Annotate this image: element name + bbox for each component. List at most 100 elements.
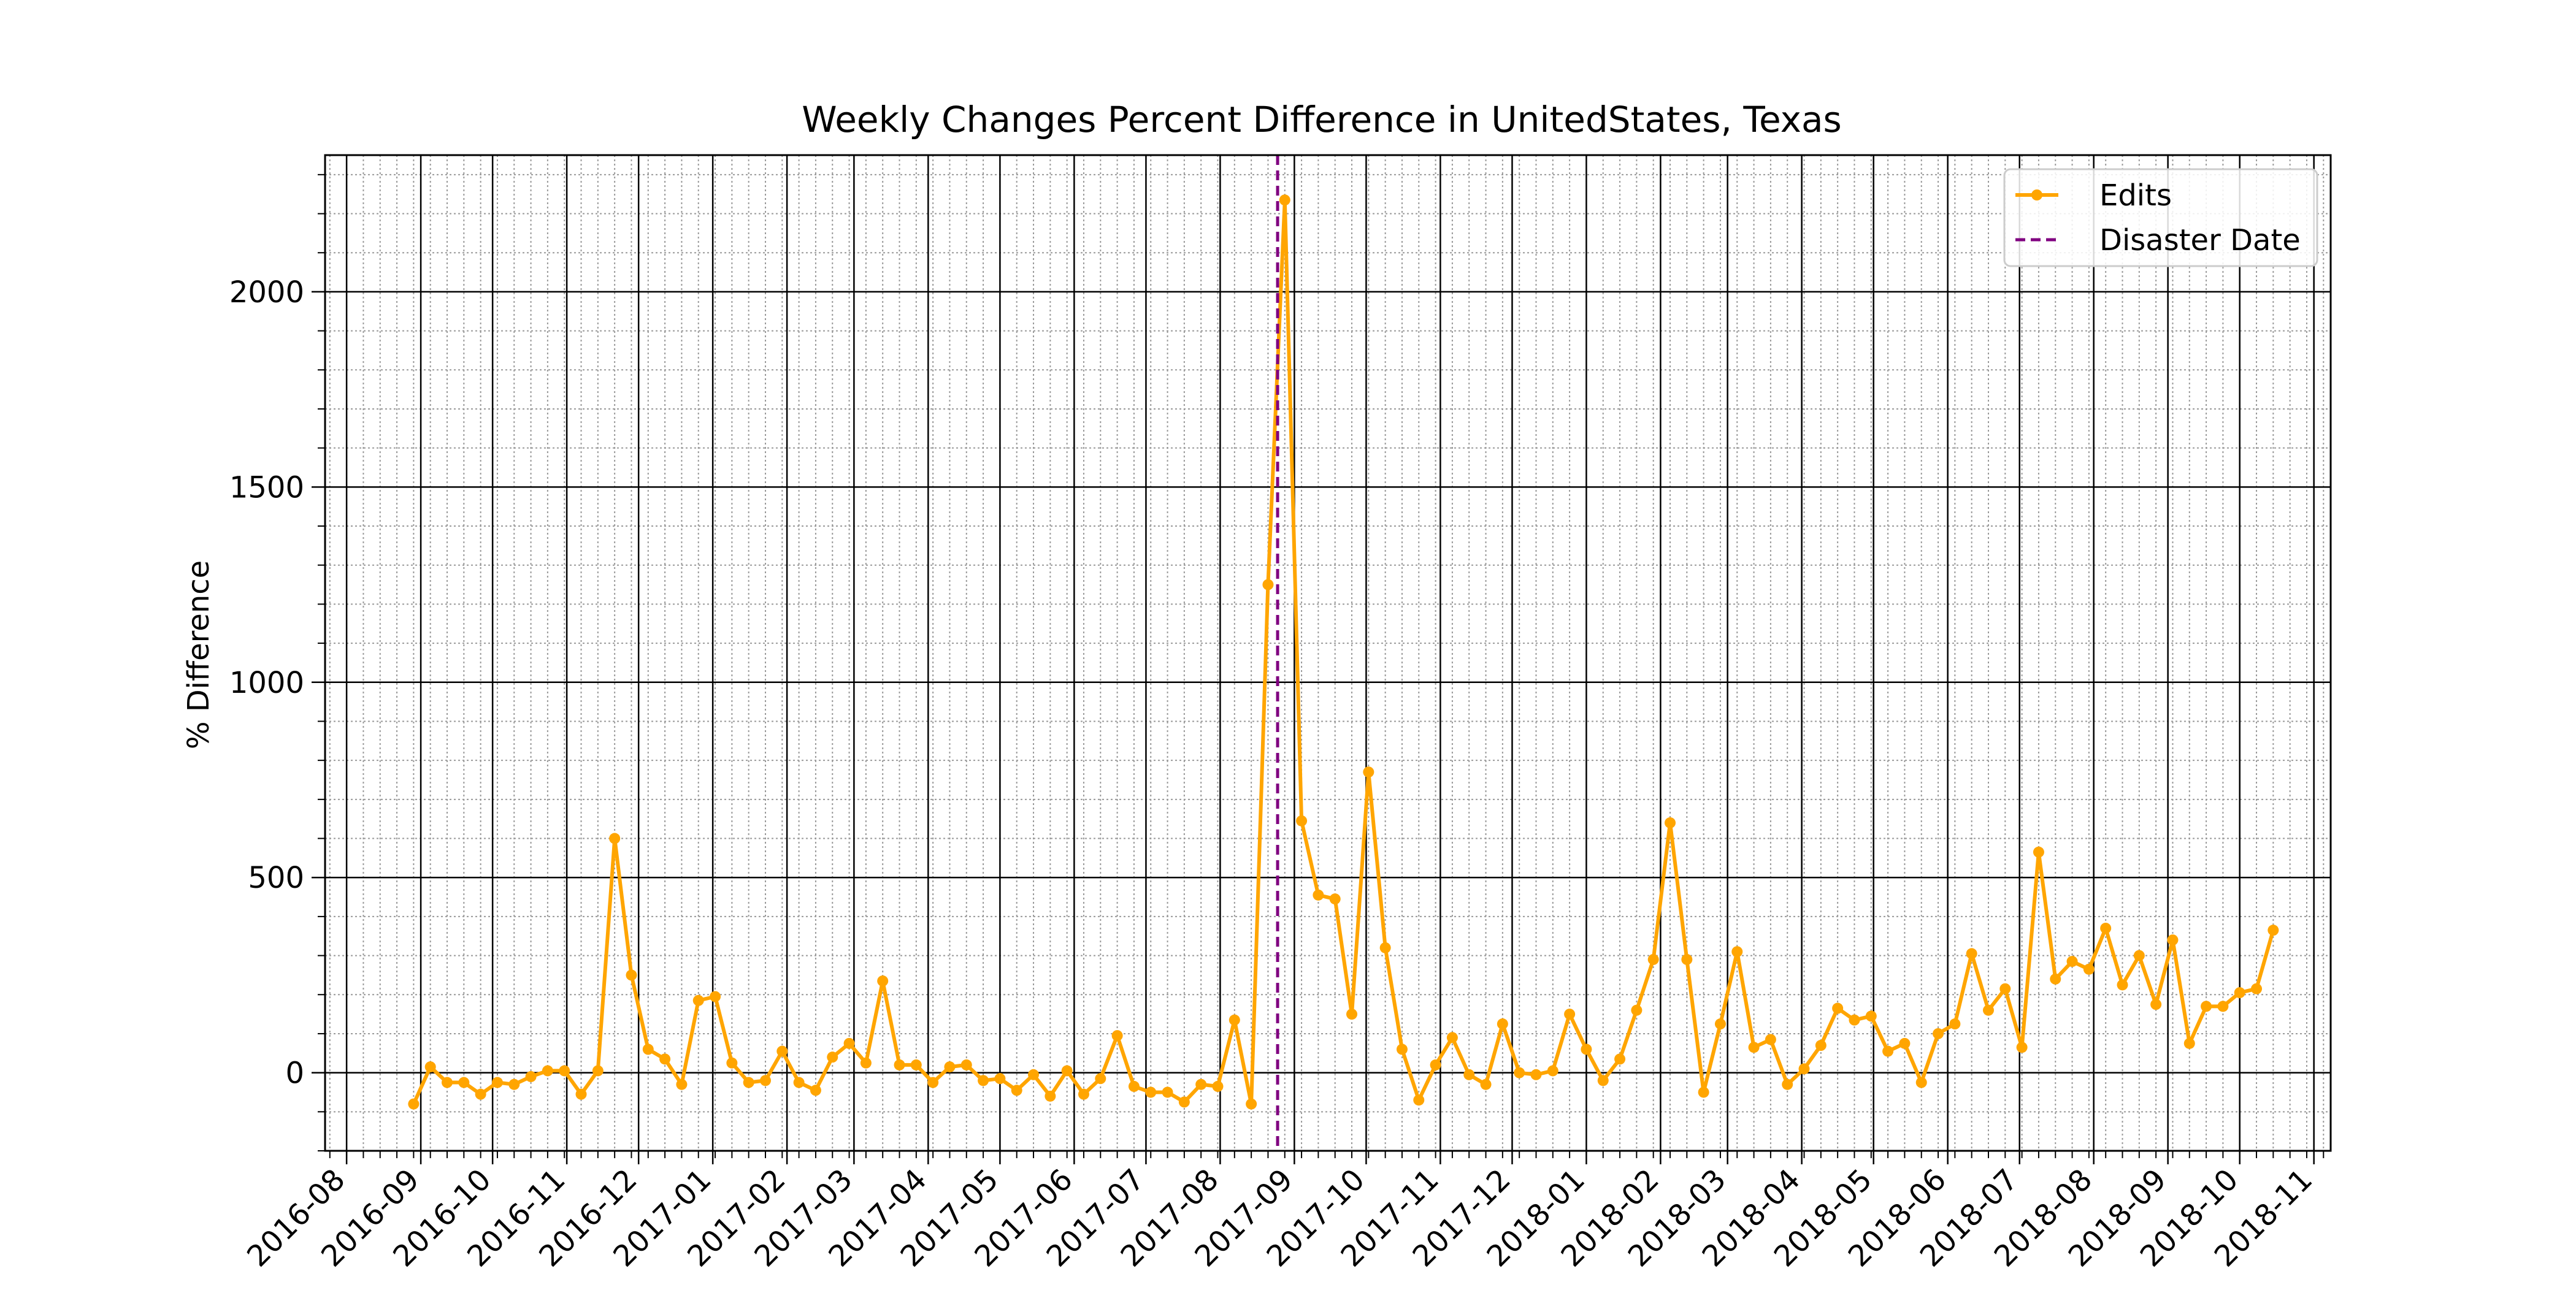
data-point (877, 975, 889, 987)
data-point (2033, 846, 2044, 858)
data-point (2183, 1037, 2195, 1049)
data-point (1128, 1080, 1140, 1092)
data-point (1246, 1098, 1257, 1110)
data-point (793, 1077, 805, 1088)
data-point (676, 1078, 688, 1090)
legend-edits-label: Edits (2099, 178, 2172, 213)
data-point (2267, 925, 2279, 936)
data-point (726, 1057, 738, 1069)
data-point (1346, 1009, 1358, 1020)
data-point (1446, 1032, 1458, 1044)
data-point (960, 1059, 972, 1071)
legend: Edits Disaster Date (2003, 168, 2318, 267)
data-point (1061, 1065, 1073, 1077)
y-axis-label: % Difference (182, 560, 216, 749)
data-point (759, 1075, 771, 1086)
data-point (1145, 1086, 1157, 1098)
data-point (1748, 1042, 1760, 1053)
data-point (776, 1045, 788, 1057)
data-point (1647, 953, 1659, 965)
data-point (2016, 1042, 2028, 1053)
data-point (1665, 817, 1676, 829)
data-point (1966, 948, 1977, 960)
data-point (442, 1077, 453, 1088)
data-point (1782, 1078, 1793, 1090)
data-point (542, 1065, 553, 1077)
data-point (1597, 1075, 1609, 1086)
data-point (894, 1059, 905, 1071)
data-point (843, 1037, 855, 1049)
y-tick-label: 1500 (229, 470, 304, 505)
data-point (1111, 1030, 1123, 1042)
data-point (994, 1073, 1006, 1085)
data-point (1530, 1069, 1542, 1080)
data-point (592, 1065, 604, 1077)
data-point (1028, 1069, 1040, 1080)
series-line-edits (412, 198, 2275, 1106)
data-point (710, 991, 721, 1002)
series-layer (408, 194, 2279, 1110)
data-point (1279, 194, 1290, 206)
data-point (1011, 1085, 1022, 1096)
data-point (1413, 1094, 1425, 1106)
data-point (1698, 1086, 1709, 1098)
data-point (1765, 1034, 1776, 1045)
plot-frame (324, 154, 2332, 1152)
data-point (1631, 1004, 1643, 1016)
data-point (1933, 1028, 1944, 1039)
data-point (1681, 953, 1693, 965)
data-point (1865, 1010, 1877, 1022)
data-point (559, 1065, 570, 1077)
data-point (1882, 1045, 1894, 1057)
data-point (1949, 1018, 1961, 1030)
data-point (1547, 1065, 1558, 1077)
data-point (2217, 1001, 2229, 1012)
data-point (2251, 983, 2263, 994)
data-point (659, 1053, 671, 1065)
data-point (1229, 1014, 1240, 1026)
data-point (1497, 1018, 1508, 1030)
data-point (1849, 1014, 1860, 1026)
data-point (1363, 766, 1374, 778)
data-point (2150, 999, 2162, 1010)
data-point (2117, 979, 2128, 991)
data-point (1731, 946, 1743, 958)
data-point (860, 1057, 872, 1069)
data-point (1296, 815, 1308, 826)
data-point (1162, 1086, 1173, 1098)
data-point (491, 1077, 503, 1088)
data-point (1396, 1044, 1408, 1055)
y-tick-label: 1000 (229, 666, 304, 700)
data-point (927, 1077, 939, 1088)
data-point (1798, 1063, 1810, 1075)
data-point (626, 969, 637, 981)
data-point (1714, 1018, 1726, 1030)
data-point (2083, 963, 2095, 975)
data-point (2201, 1001, 2212, 1012)
data-point (1195, 1078, 1207, 1090)
legend-box (2003, 168, 2318, 267)
data-point (1982, 1004, 1994, 1016)
data-point (692, 994, 704, 1006)
data-point (1581, 1044, 1592, 1055)
data-point (1514, 1067, 1525, 1078)
data-point (408, 1098, 420, 1110)
data-point (910, 1059, 922, 1071)
data-point (2050, 973, 2061, 985)
data-point (508, 1078, 520, 1090)
data-point (2167, 934, 2179, 946)
data-point (1379, 942, 1391, 953)
data-point (609, 833, 621, 844)
data-point (1430, 1059, 1441, 1071)
legend-disaster-label: Disaster Date (2099, 223, 2301, 258)
data-point (2133, 950, 2145, 961)
data-point (1095, 1073, 1106, 1085)
data-point (1564, 1009, 1576, 1020)
data-point (575, 1088, 587, 1100)
data-point (1045, 1090, 1056, 1102)
y-tick-label: 500 (248, 861, 304, 895)
data-point (1614, 1053, 1626, 1065)
data-point (1832, 1002, 1844, 1014)
data-point (2100, 922, 2112, 934)
